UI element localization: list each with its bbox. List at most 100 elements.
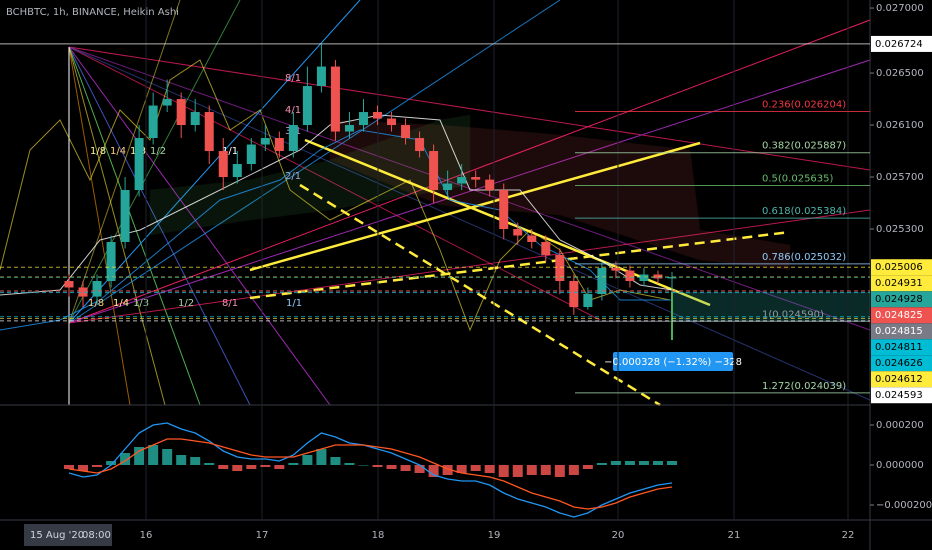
macd-line [68,422,673,518]
macd-histogram-bar [106,461,117,465]
candle-body [176,99,186,126]
candle-body [204,112,214,152]
fan-label: 4/1 [285,105,301,116]
macd-histogram-bar [302,455,313,465]
candle-body [260,138,270,145]
candle-body [625,270,635,282]
fan-label: 1/2 [150,146,166,157]
macd-histogram-bar [232,465,243,471]
time-start-date: 15 Aug '20 [30,530,84,541]
price-tag [871,355,932,372]
macd-histogram-bar [470,465,481,471]
macd-histogram-bar [372,465,383,467]
candle-body [583,294,593,307]
macd-histogram-bar [260,465,271,467]
x-tick-label: 17 [256,530,269,541]
indicator-line [0,129,672,331]
price-tag-label: 0.024612 [875,374,923,385]
macd-histogram-bar [92,465,103,467]
macd-tick-label: 0.000200 [876,420,924,431]
price-tag [871,339,932,356]
macd-histogram-bar [246,465,257,469]
fib-label: 1(0.024590) [762,309,824,320]
macd-tick-label: −0.000200 [876,500,932,511]
price-tag [871,275,932,292]
fan-line [68,0,241,324]
candle-body [639,274,649,282]
fan-line [68,0,361,324]
macd-histogram-bar [638,461,649,465]
macd-histogram-bar [442,465,453,475]
fib-label: 0.382(0.025887) [762,141,846,152]
y-tick-label: 0.025700 [876,172,924,183]
macd-histogram-bar [78,465,89,471]
fan-line [68,46,201,406]
fib-label: 0.236(0.026204) [762,100,846,111]
candle-body [344,125,354,132]
candle-body [555,255,565,282]
candle-body [541,242,551,256]
x-tick-label: 19 [488,530,501,541]
price-tag [871,291,932,308]
macd-histogram-bar [554,465,565,477]
y-tick-label: 0.025300 [876,224,924,235]
fan-line [68,46,166,406]
macd-histogram-bar [386,465,397,469]
candle-body [527,235,537,243]
macd-histogram-bar [484,465,495,473]
candle-body [316,66,326,87]
macd-histogram-bar [610,461,621,465]
candle-body [274,138,284,152]
macd-histogram-bar [498,465,509,477]
price-tag-label: 0.024593 [875,390,923,401]
time-start-box [24,524,112,546]
candle-body [92,281,102,297]
price-tag-label: 0.024825 [875,310,923,321]
fan-line [68,0,181,324]
candle-body [330,66,340,132]
fan-label: 8/1 [222,298,238,309]
candle-body [302,86,312,126]
fan-label: 1/4 [110,146,126,157]
price-tag [871,259,932,276]
price-tag-label: 0.026724 [875,39,923,50]
price-tag-label: 0.024626 [875,358,923,369]
macd-histogram-bar [316,449,327,465]
x-tick-label: 21 [728,530,741,541]
trendline [299,183,661,407]
candle-body [373,112,383,119]
candle-body [499,190,509,230]
candle-body [513,229,523,236]
price-tag-label: 0.024811 [875,342,923,353]
macd-tick-label: 0.000000 [876,460,924,471]
fan-label: 2/1 [285,171,301,182]
fan-label: 1/2 [178,298,194,309]
macd-histogram-bar [344,463,355,465]
fib-label: 0.786(0.025032) [762,252,846,263]
macd-histogram-bar [120,453,131,465]
candle-body [387,118,397,126]
fan-line [68,46,251,406]
candle-body [134,138,144,191]
y-tick-label: 0.027000 [876,3,924,14]
x-tick-label: 20 [612,530,625,541]
candle-body [443,183,453,191]
x-tick-label: 16 [140,530,153,541]
fan-line [68,0,561,324]
candle-body [78,287,88,297]
fan-label: 8/1 [285,73,301,84]
candle-body [288,125,298,152]
candle-body [611,268,621,271]
macd-histogram-bar [190,457,201,465]
fan-label: 1/1 [222,146,238,157]
macd-line [68,438,673,510]
trendline [249,230,791,300]
cloud [329,119,791,271]
candle-body [457,177,467,184]
candle-body [218,151,228,178]
y-tick-label: 0.026500 [876,68,924,79]
price-tag [871,307,932,324]
macd-histogram-bar [134,447,145,465]
